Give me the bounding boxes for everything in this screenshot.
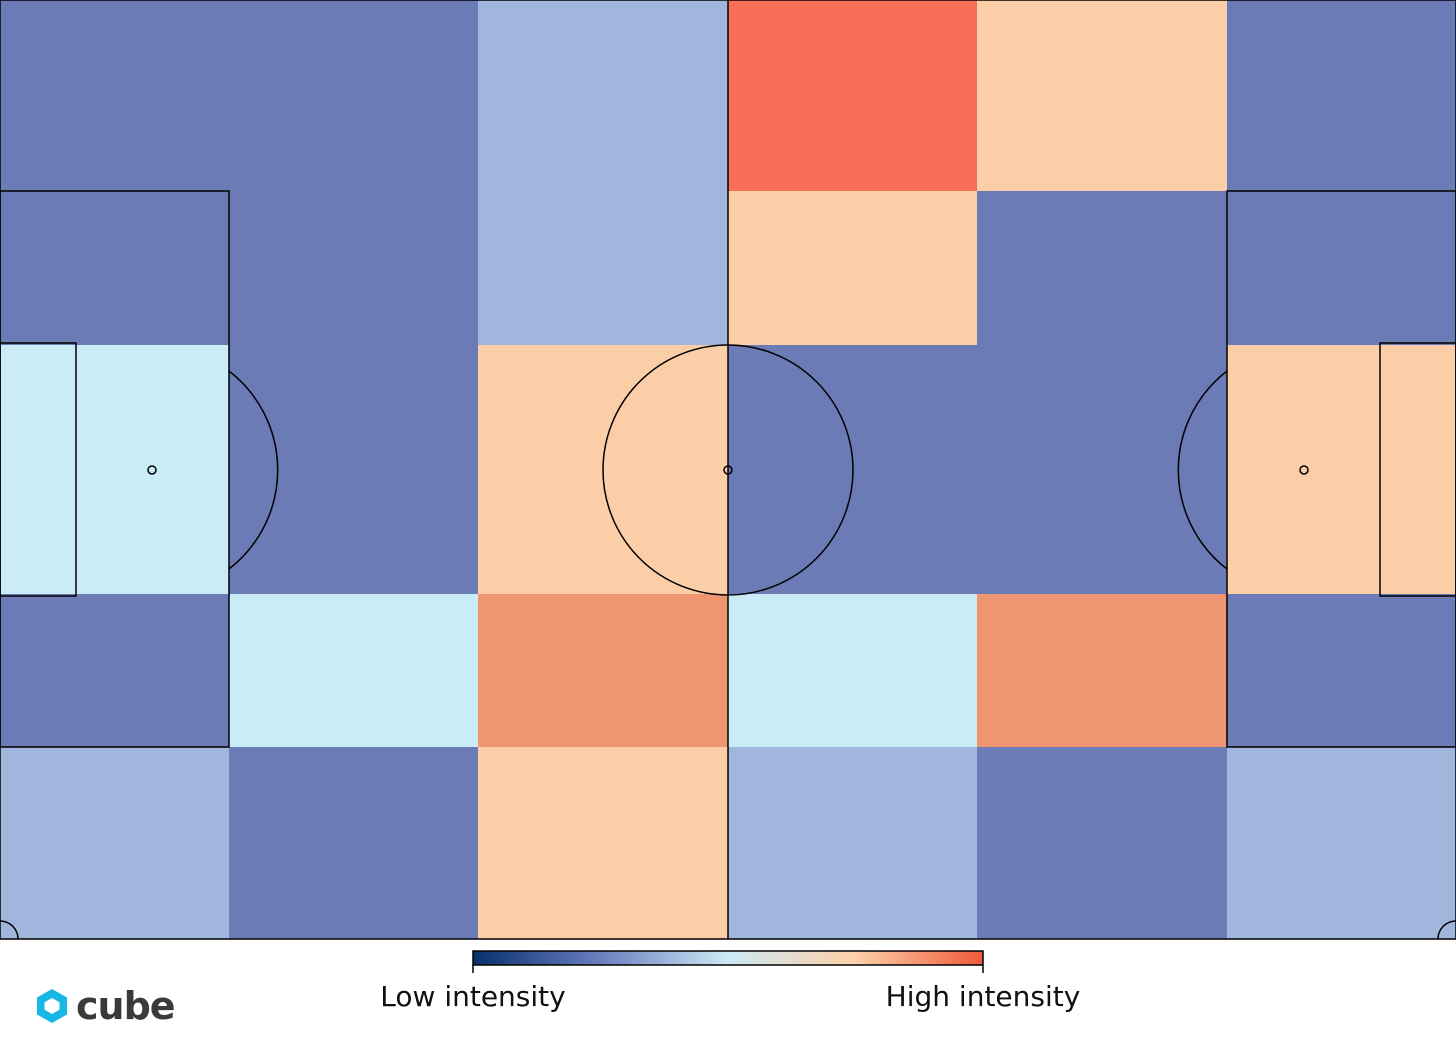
brand-logo: cube — [34, 984, 176, 1028]
heatmap-cell — [728, 594, 977, 747]
heatmap-cell — [0, 0, 229, 191]
colorbar-high-label: High intensity — [885, 980, 1081, 1013]
right-penalty-spot — [1299, 465, 1309, 475]
left-penalty-arc — [228, 370, 279, 570]
heatmap-cell — [0, 594, 229, 747]
heatmap-cell — [1227, 345, 1456, 594]
heatmap-cell — [977, 345, 1227, 594]
heatmap-cell — [1227, 191, 1456, 345]
heatmap-cell — [229, 747, 478, 939]
corner-arc-bottom-right — [1437, 920, 1456, 940]
heatmap-cell — [478, 747, 728, 939]
left-penalty-spot — [147, 465, 157, 475]
right-penalty-arc — [1177, 370, 1228, 570]
right-penalty-area — [1226, 190, 1456, 748]
left-penalty-area — [0, 190, 230, 748]
heatmap-cell — [977, 747, 1227, 939]
heatmap-cell — [728, 0, 977, 191]
heatmap-cell — [229, 0, 478, 191]
heatmap-cell — [728, 747, 977, 939]
centre-circle — [602, 344, 854, 596]
heatmap-cell — [728, 191, 977, 345]
heatmap-cell — [478, 0, 728, 191]
heatmap-cell — [977, 191, 1227, 345]
heatmap-cell — [229, 594, 478, 747]
brand-name: cube — [76, 984, 176, 1028]
heatmap-cell — [1227, 0, 1456, 191]
cube-logo-icon — [37, 989, 67, 1023]
heatmap-cell — [1227, 594, 1456, 747]
colorbar — [472, 950, 984, 973]
colorbar-gradient — [472, 950, 984, 966]
heatmap-cell — [478, 594, 728, 747]
heatmap-cell — [229, 345, 478, 594]
heatmap-cell — [977, 0, 1227, 191]
heatmap-cell — [0, 345, 229, 594]
heatmap-cell — [229, 191, 478, 345]
right-goal-area — [1379, 342, 1456, 597]
heatmap-cell — [1227, 747, 1456, 939]
heatmap-cells — [0, 0, 1456, 939]
heatmap-cell — [0, 191, 229, 345]
heatmap-cell — [0, 747, 229, 939]
colorbar-low-label: Low intensity — [380, 980, 566, 1013]
heatmap-cell — [478, 191, 728, 345]
centre-spot — [723, 465, 733, 475]
heatmap-cell — [977, 594, 1227, 747]
left-goal-area — [0, 342, 77, 597]
pitch-markings — [0, 0, 1456, 940]
corner-arc-bottom-left — [0, 920, 19, 940]
